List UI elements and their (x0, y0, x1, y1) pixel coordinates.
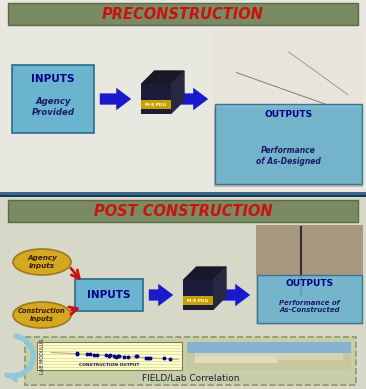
Text: INPUTS: INPUTS (87, 290, 131, 300)
Bar (0, 197, 366, 389)
Text: Performance
of As-Designed: Performance of As-Designed (256, 146, 321, 166)
Bar (0, 0, 366, 192)
Bar (141, 84, 171, 114)
Text: FIELD/Lab Correlation: FIELD/Lab Correlation (142, 373, 239, 382)
Text: INPUTS: INPUTS (31, 74, 75, 84)
Text: LAB MODULUS: LAB MODULUS (40, 338, 45, 374)
Bar (215, 104, 362, 184)
Bar (8, 3, 358, 25)
Text: POST CONSTRUCTION: POST CONSTRUCTION (94, 203, 272, 219)
Bar (141, 100, 171, 109)
Polygon shape (141, 71, 184, 84)
Bar (12, 65, 94, 133)
Bar (256, 225, 363, 275)
Bar (187, 342, 351, 370)
Text: M-E PDG: M-E PDG (187, 299, 209, 303)
Text: CONSTRUCTION OUTPUT: CONSTRUCTION OUTPUT (79, 363, 140, 367)
Bar (0, 192, 366, 197)
Polygon shape (213, 267, 226, 310)
Bar (195, 353, 343, 360)
Text: M-E PDG: M-E PDG (145, 103, 167, 107)
Bar (214, 28, 363, 187)
Bar (183, 296, 213, 305)
Text: PRECONSTRUCTION: PRECONSTRUCTION (102, 7, 264, 21)
Bar (183, 280, 213, 310)
Bar (187, 342, 351, 353)
Bar (75, 279, 143, 311)
Text: Performance of
As-Constructed: Performance of As-Constructed (279, 300, 340, 313)
Text: Construction
Inputs: Construction Inputs (18, 308, 66, 322)
Bar (256, 225, 363, 325)
Polygon shape (171, 71, 184, 114)
Bar (214, 28, 363, 107)
Text: OUTPUTS: OUTPUTS (285, 280, 333, 289)
Bar (25, 337, 356, 385)
Bar (195, 357, 277, 363)
Bar (257, 275, 362, 323)
Ellipse shape (13, 249, 71, 275)
Ellipse shape (13, 302, 71, 328)
Bar (8, 200, 358, 222)
Text: Agency
Provided: Agency Provided (31, 97, 75, 117)
Polygon shape (183, 267, 226, 280)
Bar (187, 353, 351, 370)
Text: OUTPUTS: OUTPUTS (265, 110, 313, 119)
Bar (0, 192, 366, 195)
Bar (37, 342, 182, 370)
Text: Agency
Inputs: Agency Inputs (27, 256, 57, 268)
